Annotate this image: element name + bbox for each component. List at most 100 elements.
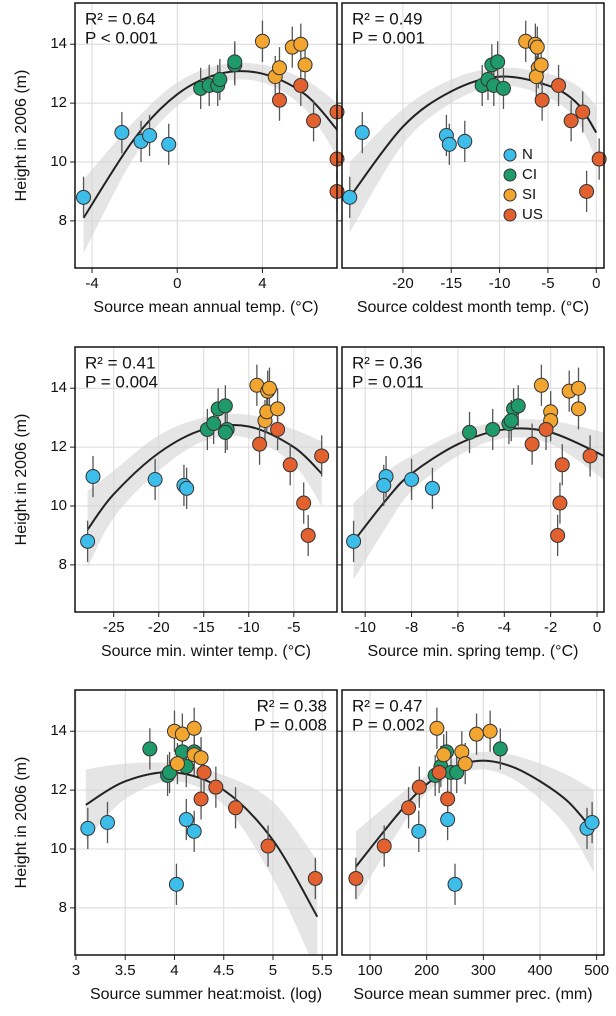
point	[584, 815, 600, 830]
point	[401, 800, 417, 816]
point	[254, 33, 270, 49]
point	[529, 39, 545, 55]
y-tick-label: 12	[50, 438, 67, 455]
point	[80, 820, 96, 836]
x-tick-label: -20	[148, 619, 170, 636]
point	[196, 764, 212, 780]
point	[440, 812, 456, 828]
point	[227, 54, 243, 70]
y-tick-label: 12	[50, 94, 67, 111]
x-tick-label: 4.5	[213, 962, 234, 979]
point	[510, 398, 526, 414]
point	[485, 421, 501, 437]
point	[147, 472, 163, 487]
x-tick-label: 3	[72, 962, 80, 979]
point	[178, 812, 194, 828]
point	[411, 779, 427, 795]
legend-marker	[503, 168, 517, 182]
x-tick-label: 5	[269, 962, 277, 979]
x-tick-label: 4	[170, 962, 178, 979]
point	[462, 424, 478, 440]
annotation: R² = 0.38	[257, 696, 327, 715]
x-tick-label: -10	[238, 619, 260, 636]
x-tick-label: 0	[173, 275, 181, 292]
point	[482, 723, 498, 739]
panel: -10 -8 -6 -4 -2 0 R² = 0.36P = 0.011 Source min…	[337, 346, 605, 660]
point	[168, 876, 184, 892]
x-tick-label: -25	[103, 619, 125, 636]
point	[469, 726, 485, 742]
plot-frame	[341, 346, 605, 613]
legend-label: CI	[522, 166, 537, 183]
point	[270, 421, 286, 437]
point	[441, 136, 457, 152]
x-tick-label: -5	[287, 619, 300, 636]
point	[307, 870, 323, 886]
confidence-band	[87, 413, 322, 568]
point	[495, 80, 511, 96]
annotation: P = 0.004	[85, 372, 158, 391]
y-tick-label: 10	[50, 497, 67, 514]
y-tick-label: 14	[50, 379, 67, 396]
point	[169, 756, 185, 772]
point	[533, 377, 549, 393]
panel: -25 -20 -15 -10 -5 8 10 12 14 R² = 0.41P = 0.004 S…	[13, 346, 338, 660]
point	[457, 756, 473, 772]
annotation: R² = 0.47	[352, 696, 422, 715]
point	[554, 457, 570, 473]
y-tick-label: 10	[50, 153, 67, 170]
point	[376, 838, 392, 854]
point	[538, 421, 554, 437]
x-tick-label: -8	[405, 619, 418, 636]
x-tick-label: -15	[440, 275, 462, 292]
y-tick-label: 12	[50, 781, 67, 798]
point	[570, 401, 586, 417]
x-tick-label: 400	[527, 962, 552, 979]
point	[270, 401, 286, 417]
panel: 3 3.5 4 4.5 5 5.5 8 10 12 14 R² = 0.38P = 0.008 Sou…	[13, 689, 338, 1003]
point	[436, 747, 452, 763]
panel: 100 200 300 400 500 R² = 0.47P = 0.002 Source …	[337, 689, 609, 1003]
x-tick-label: -20	[392, 275, 414, 292]
point	[261, 380, 277, 396]
y-tick-label: 8	[59, 212, 67, 229]
y-axis-label: Height in 2006 (m)	[13, 414, 30, 546]
annotation: R² = 0.49	[352, 9, 422, 28]
point	[174, 726, 190, 742]
point	[206, 416, 222, 432]
x-tick-label: -4	[498, 619, 511, 636]
point	[271, 92, 287, 108]
plot-frame	[341, 689, 605, 956]
point	[179, 480, 195, 496]
plot-frame	[74, 2, 338, 269]
x-tick-label: -6	[451, 619, 464, 636]
point	[314, 448, 330, 464]
point	[342, 189, 358, 205]
x-axis-label: Source min. winter temp. (°C)	[101, 643, 311, 660]
point	[348, 870, 364, 886]
point	[424, 480, 440, 496]
point	[252, 436, 268, 452]
confidence-band	[85, 762, 318, 955]
point	[490, 54, 506, 70]
point	[297, 57, 313, 73]
point	[582, 448, 598, 464]
point	[533, 57, 549, 73]
point	[76, 189, 92, 205]
point	[534, 92, 550, 108]
confidence-band	[83, 62, 337, 254]
point	[551, 77, 567, 93]
point	[228, 800, 244, 816]
x-tick-label: -4	[85, 275, 98, 292]
point	[217, 424, 233, 440]
legend-marker	[503, 188, 517, 202]
y-tick-label: 10	[50, 840, 67, 857]
annotation: P = 0.008	[254, 715, 327, 734]
point	[271, 60, 287, 76]
confidence-band	[353, 419, 604, 580]
point	[100, 815, 116, 830]
annotation: P = 0.002	[352, 715, 425, 734]
x-tick-label: 0	[593, 619, 601, 636]
plot-frame	[74, 689, 338, 956]
legend-label: US	[522, 206, 543, 223]
